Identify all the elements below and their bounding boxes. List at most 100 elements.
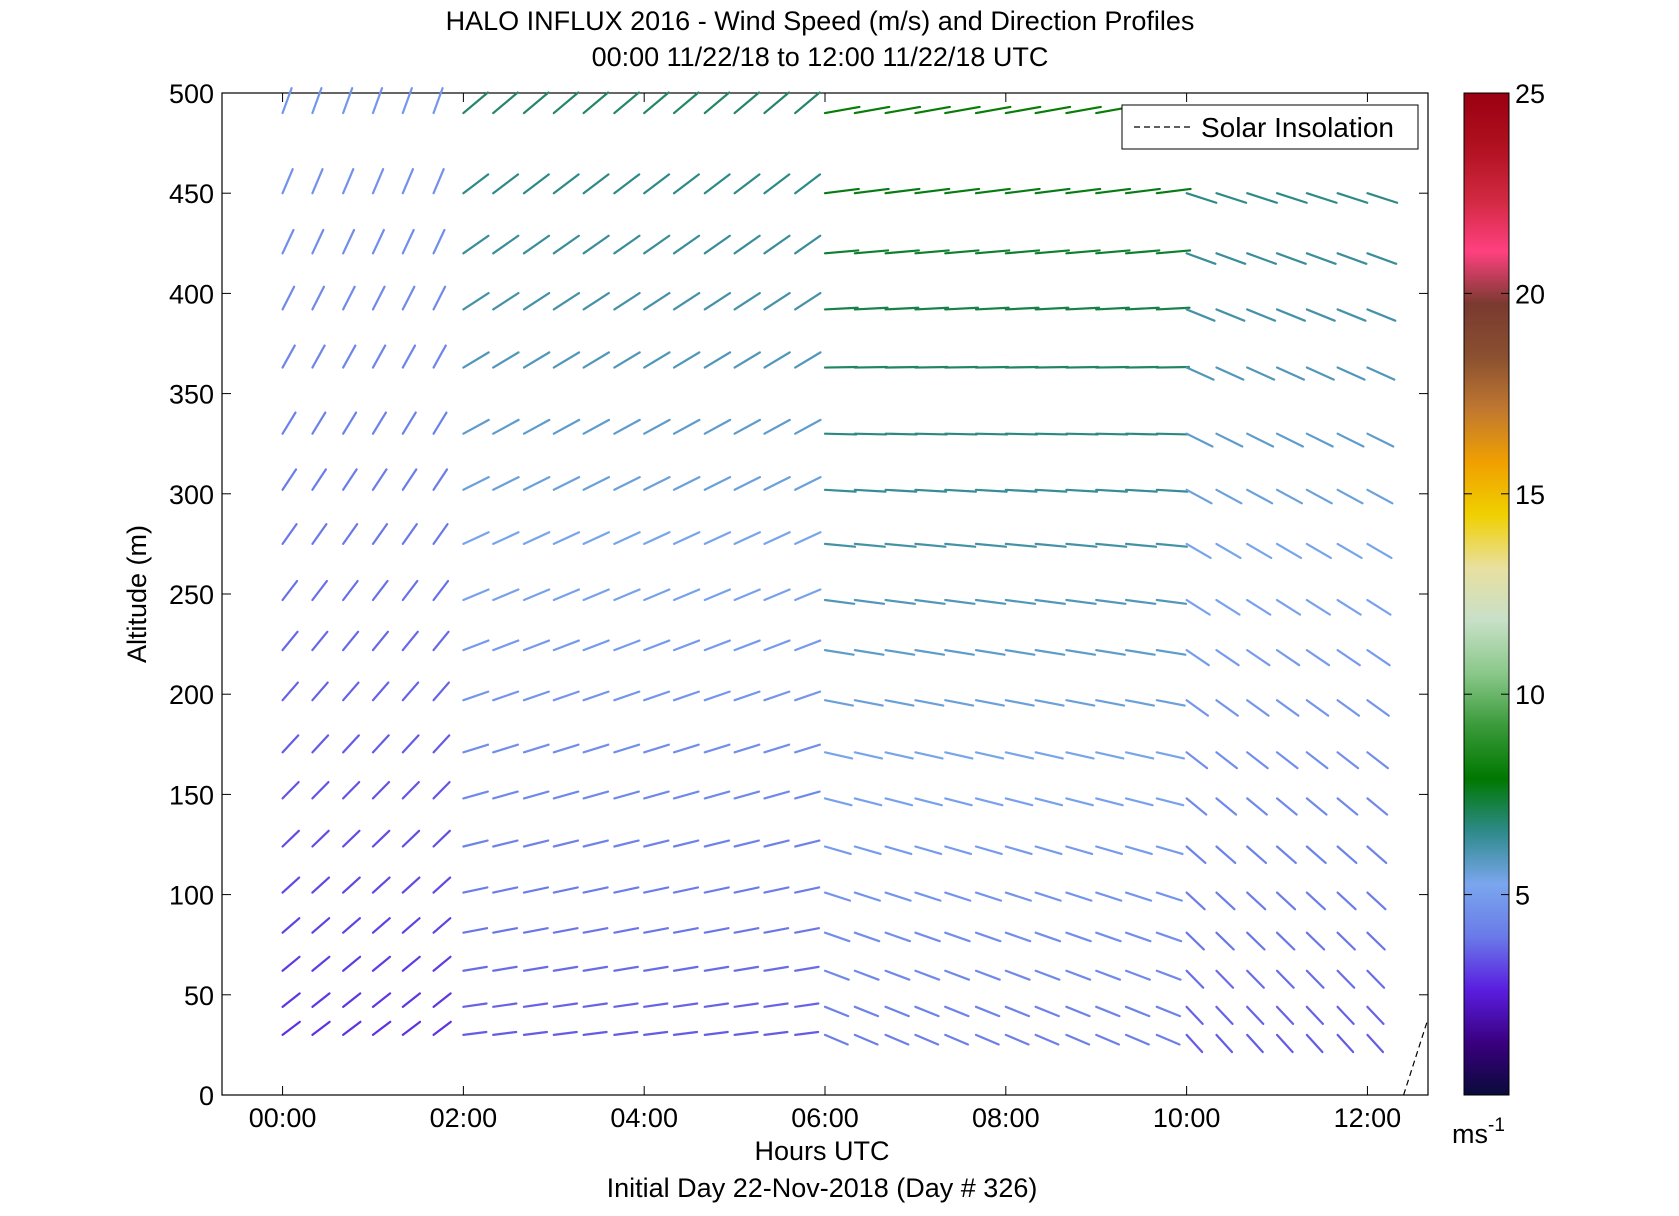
wind-barb xyxy=(281,780,300,800)
wind-barb xyxy=(974,187,1011,195)
wind-barb xyxy=(974,891,1003,902)
wind-barb xyxy=(643,291,671,311)
wind-barb xyxy=(643,1002,669,1008)
wind-barb xyxy=(492,690,520,702)
wind-barb xyxy=(342,579,359,602)
wind-barb xyxy=(1305,252,1337,265)
wind-barb xyxy=(884,649,916,656)
wind-barb xyxy=(1034,699,1065,707)
wind-barb xyxy=(1065,751,1095,760)
wind-barb xyxy=(371,168,385,195)
wind-barb xyxy=(522,839,550,848)
wind-barb xyxy=(613,639,641,652)
wind-barb xyxy=(884,542,917,548)
wind-barb xyxy=(1095,1005,1121,1018)
wind-barb xyxy=(1305,192,1338,204)
wind-barb xyxy=(794,476,822,491)
wind-barb xyxy=(672,91,700,115)
wind-barb xyxy=(401,344,417,369)
wind-barb xyxy=(613,588,641,602)
wind-barb xyxy=(1004,931,1032,943)
colorbar-unit: ms-1 xyxy=(1452,1115,1505,1149)
colorbar-ticks: 5 10 15 20 25 xyxy=(1464,79,1545,911)
wind-barb xyxy=(432,285,447,311)
wind-barb xyxy=(672,743,700,754)
wind-barb xyxy=(492,173,520,195)
wind-barb xyxy=(1185,252,1217,265)
wind-barb xyxy=(613,351,641,369)
wind-barb xyxy=(1366,488,1394,505)
wind-barb xyxy=(552,886,579,894)
wind-barb xyxy=(974,1033,1000,1046)
wind-barb xyxy=(1065,542,1098,548)
wind-barb xyxy=(974,699,1005,707)
wind-barb xyxy=(311,228,325,255)
wind-barb xyxy=(1275,598,1302,616)
wind-barb xyxy=(763,790,791,800)
wind-barb xyxy=(582,927,609,934)
wind-barb xyxy=(853,751,884,760)
wind-barb xyxy=(342,630,360,652)
wind-barb xyxy=(884,365,919,369)
wind-barb xyxy=(522,173,550,195)
wind-barb xyxy=(492,639,520,652)
wind-barb xyxy=(1366,931,1386,951)
wind-barb xyxy=(643,965,669,972)
wind-barb xyxy=(401,411,417,435)
wind-barb xyxy=(1185,542,1212,560)
wind-barb xyxy=(1366,845,1388,865)
wind-barb xyxy=(371,734,390,754)
wind-barb xyxy=(462,690,490,702)
wind-barb xyxy=(432,87,444,115)
y-tick-label: 350 xyxy=(169,380,214,410)
wind-barb xyxy=(1124,306,1160,311)
wind-barb xyxy=(1336,1033,1355,1054)
wind-barb xyxy=(1336,797,1359,816)
wind-barb xyxy=(1155,1005,1182,1018)
wind-barb xyxy=(1124,649,1156,656)
wind-barb xyxy=(401,917,421,934)
wind-barb xyxy=(823,891,852,902)
wind-barb xyxy=(1004,488,1038,493)
wind-barb xyxy=(733,91,761,115)
wind-barb xyxy=(1185,797,1208,816)
wind-barb xyxy=(763,91,790,115)
wind-barb xyxy=(522,531,551,546)
wind-barb xyxy=(1246,931,1266,951)
wind-barb xyxy=(884,1005,910,1018)
wind-barb xyxy=(703,639,731,652)
wind-barb xyxy=(371,955,392,972)
wind-barb xyxy=(794,743,821,754)
wind-barb xyxy=(1305,542,1332,560)
wind-barb xyxy=(914,365,949,369)
wind-barb xyxy=(401,992,422,1008)
wind-barb xyxy=(462,234,490,255)
wind-barb xyxy=(342,917,362,934)
wind-barb xyxy=(914,249,950,255)
wind-barb xyxy=(281,579,299,602)
wind-barb xyxy=(1246,891,1267,911)
wind-barb xyxy=(1004,365,1040,369)
colorbar-bar xyxy=(1463,92,1510,1096)
wind-barb xyxy=(1275,845,1297,865)
wind-barb xyxy=(1065,845,1094,856)
wind-barb xyxy=(492,965,518,972)
chart-title: HALO INFLUX 2016 - Wind Speed (m/s) and … xyxy=(445,6,1195,36)
wind-barb xyxy=(342,87,354,115)
wind-barb xyxy=(462,351,490,369)
wind-barb xyxy=(1336,192,1369,204)
wind-barb xyxy=(311,344,326,369)
wind-barb xyxy=(1246,192,1278,204)
wind-barb xyxy=(672,839,700,848)
wind-barb xyxy=(1336,252,1368,265)
x-axis-sublabel: Initial Day 22-Nov-2018 (Day # 326) xyxy=(607,1173,1038,1203)
wind-barb xyxy=(944,969,971,981)
wind-barb xyxy=(1034,1005,1060,1018)
wind-barb xyxy=(1215,845,1237,865)
wind-barb xyxy=(703,1002,730,1008)
wind-barb xyxy=(884,1033,910,1046)
wind-barb xyxy=(1366,432,1395,448)
wind-barb xyxy=(1215,542,1242,560)
wind-barb xyxy=(462,743,490,754)
wind-barb xyxy=(613,927,640,934)
